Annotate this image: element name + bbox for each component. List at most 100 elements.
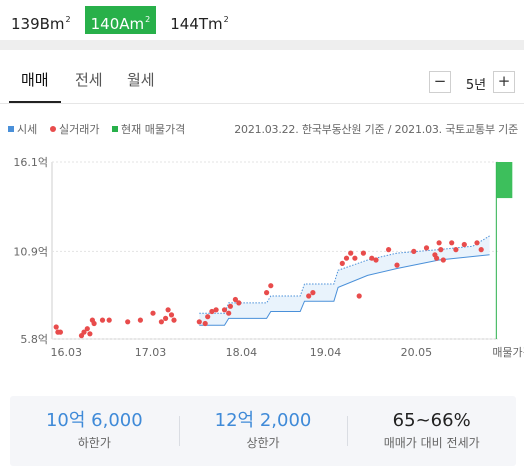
deal-point xyxy=(449,240,455,246)
tabs-divider xyxy=(0,103,524,104)
area-tab-139b[interactable]: 139Bm2 xyxy=(6,6,76,34)
deal-point xyxy=(411,248,417,254)
deal-point xyxy=(99,317,106,323)
legend-label: 시세 xyxy=(17,123,38,136)
deal-point xyxy=(356,293,362,299)
deal-point xyxy=(226,310,232,316)
chart-legend: 시세 실거래가 현재 매물가격 2021.03.22. 한국부동산원 기준 / … xyxy=(0,118,524,138)
period-value: 5년 xyxy=(465,78,487,93)
market-band-area xyxy=(199,235,490,326)
deal-point xyxy=(264,290,270,296)
deal-point xyxy=(209,308,215,315)
area-tab-140a[interactable]: 140Am2 xyxy=(84,6,157,34)
area-unit: 2 xyxy=(223,15,229,24)
legend-market-price: 시세 xyxy=(8,121,37,137)
circle-icon xyxy=(50,126,56,132)
deal-point xyxy=(438,247,444,253)
deal-point xyxy=(221,307,228,313)
square-icon xyxy=(8,126,14,132)
legend-label: 실거래가 xyxy=(59,123,100,136)
deal-point xyxy=(57,329,64,335)
period-increase-button[interactable]: + xyxy=(493,71,515,93)
deal-point xyxy=(213,307,219,313)
x-tick-label: 16.03 xyxy=(51,346,83,359)
deal-point xyxy=(53,324,59,330)
square-icon xyxy=(112,126,118,132)
deal-point xyxy=(478,247,484,253)
area-tabs: 139Bm2 140Am2 144Tm2 xyxy=(0,0,524,40)
deal-point xyxy=(373,257,379,263)
deal-point xyxy=(87,331,93,337)
deal-point xyxy=(348,250,354,256)
x-tick-label: 20.05 xyxy=(401,346,433,359)
deal-point xyxy=(236,300,242,306)
deal-point xyxy=(171,317,177,323)
tab-monthly-rent[interactable]: 월세 xyxy=(127,71,155,89)
legend-actual-deal: 실거래가 xyxy=(50,121,99,137)
upper-price-value: 12억 2,000 xyxy=(214,410,312,431)
deal-point xyxy=(163,315,169,321)
tab-jeonse[interactable]: 전세 xyxy=(75,71,103,89)
deal-point xyxy=(81,329,87,335)
deal-point xyxy=(369,255,375,261)
summary-lower-price: 10억 6,000 하한가 xyxy=(10,396,179,466)
upper-price-label: 상한가 xyxy=(246,436,280,450)
deal-point xyxy=(310,290,316,296)
y-tick-label: 10.9억 xyxy=(13,245,48,258)
area-unit: 2 xyxy=(145,15,151,24)
deal-point xyxy=(91,320,97,327)
deal-point xyxy=(343,255,350,261)
y-tick-label: 5.8억 xyxy=(20,333,48,346)
deal-point xyxy=(168,312,175,318)
deal-point xyxy=(360,250,366,256)
deal-point xyxy=(461,241,467,248)
section-divider xyxy=(0,40,524,50)
jeonse-ratio-label: 매매가 대비 전세가 xyxy=(383,436,480,450)
summary-upper-price: 12억 2,000 상한가 xyxy=(178,396,348,466)
data-source: 2021.03.22. 한국부동산원 기준 / 2021.03. 국토교통부 기… xyxy=(234,123,518,136)
area-tab-label: 140Am xyxy=(90,15,145,33)
deal-point xyxy=(453,247,459,253)
deal-point xyxy=(137,317,143,323)
deal-point xyxy=(352,255,358,261)
area-tab-label: 139Bm xyxy=(11,15,65,33)
deal-type-tabs: 매매 전세 월세 − 5년 + xyxy=(0,54,524,104)
deal-point xyxy=(436,240,442,246)
deal-point xyxy=(339,260,345,266)
deal-point xyxy=(202,320,208,327)
deal-point xyxy=(440,257,446,263)
x-end-label: 매물가격 xyxy=(492,346,524,359)
deal-point xyxy=(386,247,392,253)
market-band-upper xyxy=(199,235,490,314)
deal-point xyxy=(196,319,202,325)
deal-point xyxy=(306,293,312,299)
deal-point xyxy=(205,314,211,320)
deal-point xyxy=(84,326,90,332)
deal-point xyxy=(125,319,131,325)
area-unit: 2 xyxy=(65,15,71,24)
lower-price-value: 10억 6,000 xyxy=(45,410,143,431)
current-listing-bar xyxy=(496,162,513,199)
summary-jeonse-ratio: 65~66% 매매가 대비 전세가 xyxy=(347,396,516,466)
x-tick-label: 17.03 xyxy=(135,346,167,359)
area-tab-144t[interactable]: 144Tm2 xyxy=(165,6,234,34)
legend-label: 현재 매물가격 xyxy=(121,123,186,136)
deal-point xyxy=(232,296,238,303)
period-decrease-button[interactable]: − xyxy=(429,71,451,93)
active-tab-indicator xyxy=(9,101,61,103)
lower-price-label: 하한가 xyxy=(77,436,111,450)
deal-point xyxy=(268,283,274,289)
deal-point xyxy=(106,317,112,323)
x-tick-label: 19.04 xyxy=(310,346,342,359)
price-summary: 10억 6,000 하한가 12억 2,000 상한가 65~66% 매매가 대… xyxy=(10,396,516,466)
deal-point xyxy=(227,303,233,309)
deal-point xyxy=(158,319,164,325)
y-tick-label: 16.1억 xyxy=(13,156,48,169)
tab-sale[interactable]: 매매 xyxy=(21,71,49,89)
legend-current-listing: 현재 매물가격 xyxy=(112,121,185,137)
deal-point xyxy=(165,307,171,313)
deal-point xyxy=(423,245,430,251)
deal-point xyxy=(150,310,156,316)
deal-point xyxy=(394,262,400,268)
